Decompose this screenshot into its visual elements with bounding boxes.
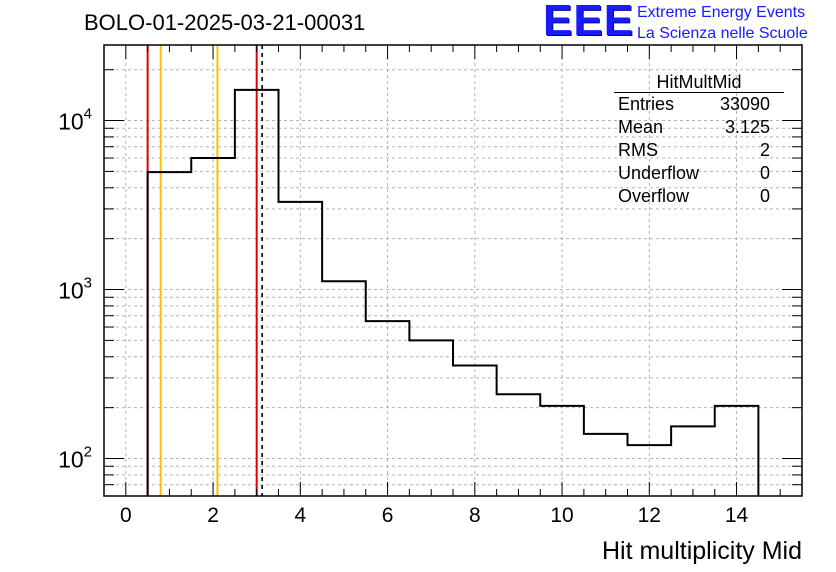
stats-value: 0: [759, 163, 770, 183]
x-tick-label: 10: [550, 504, 573, 527]
y-tick-label: 103: [58, 275, 92, 304]
y-tick-label-exponent: 2: [84, 444, 92, 461]
stats-value: 33090: [719, 94, 770, 114]
histogram-bin: [366, 321, 410, 496]
stats-value: 3.125: [724, 117, 770, 137]
histogram-bin: [148, 172, 192, 496]
x-tick-label: 12: [638, 504, 661, 527]
x-tick-label: 14: [725, 504, 749, 527]
x-tick-label: 2: [207, 504, 219, 527]
stats-label: RMS: [618, 140, 658, 160]
histogram-bars: [146, 88, 760, 496]
y-tick-label-base: 10: [58, 109, 84, 135]
stats-value: 0: [759, 186, 770, 206]
stats-label: Overflow: [618, 186, 690, 206]
stats-row-entries: Entries 33090: [612, 93, 778, 116]
axis-ticks: [103, 45, 803, 497]
stats-row-rms: RMS 2: [612, 139, 778, 162]
stats-row-overflow: Overflow 0: [612, 185, 778, 208]
stats-value: 2: [759, 140, 770, 160]
histogram-bin: [671, 426, 715, 496]
x-tick-label: 4: [294, 504, 306, 527]
run-title: BOLO-01-2025-03-21-00031: [84, 10, 366, 35]
histogram-outline: [146, 88, 760, 496]
stats-row-underflow: Underflow 0: [612, 162, 778, 185]
stats-label: Mean: [618, 117, 664, 137]
y-tick-label: 102: [58, 444, 92, 473]
logo-tagline-1: Extreme Energy Events: [637, 4, 806, 21]
logo-tagline-2: La Scienza nelle Scuole: [637, 25, 808, 42]
stats-box: HitMultMid Entries 33090 Mean 3.125 RMS …: [612, 73, 784, 208]
x-tick-label: 8: [469, 504, 481, 527]
x-axis-label: Hit multiplicity Mid: [602, 537, 802, 565]
eee-logo-mark: EEE: [543, 0, 635, 45]
x-tick-label: 0: [120, 504, 132, 527]
histogram-bin: [235, 90, 279, 496]
histogram-bin: [409, 340, 453, 496]
y-tick-label-exponent: 3: [84, 275, 92, 292]
y-tick-label: 104: [58, 106, 92, 135]
histogram-bin: [279, 202, 323, 496]
histogram-bin: [191, 158, 235, 496]
histogram-bin: [584, 434, 628, 496]
x-tick-label: 6: [382, 504, 394, 527]
stats-row-mean: Mean 3.125: [612, 116, 778, 139]
y-tick-label-base: 10: [58, 278, 84, 304]
stats-label: Underflow: [618, 163, 700, 183]
y-tick-label-base: 10: [58, 447, 84, 473]
stats-title: HitMultMid: [614, 73, 784, 93]
y-tick-label-exponent: 4: [84, 106, 92, 123]
stats-label: Entries: [618, 94, 675, 114]
histogram-bin: [322, 281, 366, 496]
histogram-bin: [453, 366, 497, 496]
histogram-bin: [497, 394, 541, 496]
